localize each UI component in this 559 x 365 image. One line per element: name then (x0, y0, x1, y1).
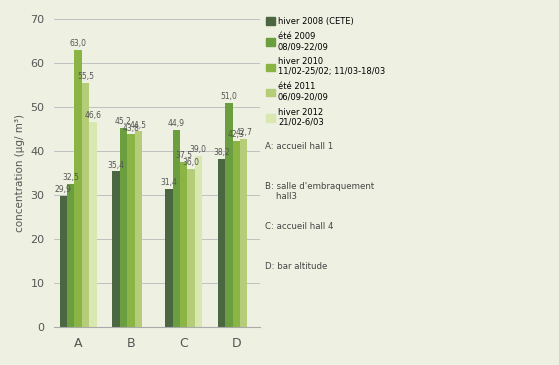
Text: 43,8: 43,8 (122, 124, 139, 132)
Text: 31,4: 31,4 (160, 178, 177, 187)
Bar (218, 159, 225, 327)
Text: 32,5: 32,5 (62, 173, 79, 182)
Bar (120, 128, 127, 327)
Text: A: accueil hall 1: A: accueil hall 1 (265, 142, 333, 151)
Text: 39,0: 39,0 (190, 145, 207, 154)
Bar (89, 122, 97, 327)
Bar (233, 141, 240, 327)
Text: 44,9: 44,9 (168, 119, 184, 128)
Bar (173, 130, 180, 327)
Bar (82, 83, 89, 327)
Bar (112, 172, 120, 327)
Text: 55,5: 55,5 (77, 72, 94, 81)
Bar (165, 189, 173, 327)
Text: 44,5: 44,5 (130, 120, 147, 130)
Bar (225, 103, 233, 327)
Text: 46,6: 46,6 (84, 111, 101, 120)
Bar (74, 50, 82, 327)
Text: 29,9: 29,9 (55, 185, 72, 194)
Y-axis label: concentration (µg/ m³): concentration (µg/ m³) (15, 114, 25, 232)
Bar (187, 169, 195, 327)
Bar (67, 184, 74, 327)
Text: 37,5: 37,5 (175, 151, 192, 160)
Legend: hiver 2008 (CETE), été 2009
08/09-22/09, hiver 2010
11/02-25/02; 11/03-18/03, ét: hiver 2008 (CETE), été 2009 08/09-22/09,… (266, 17, 385, 127)
Bar (135, 131, 142, 327)
Bar (180, 162, 187, 327)
Text: C: accueil hall 4: C: accueil hall 4 (265, 222, 334, 231)
Text: B: salle d'embraquement
    hall3: B: salle d'embraquement hall3 (265, 182, 375, 201)
Text: 63,0: 63,0 (70, 39, 87, 48)
Text: 51,0: 51,0 (220, 92, 238, 101)
Bar (195, 155, 202, 327)
Text: 42,3: 42,3 (228, 130, 245, 139)
Bar (127, 134, 135, 327)
Text: 38,2: 38,2 (213, 148, 230, 157)
Text: 36,0: 36,0 (182, 158, 200, 167)
Text: 35,4: 35,4 (107, 161, 125, 170)
Text: D: bar altitude: D: bar altitude (265, 262, 328, 272)
Text: 45,2: 45,2 (115, 118, 132, 126)
Bar (60, 196, 67, 327)
Bar (240, 139, 248, 327)
Text: 42,7: 42,7 (235, 128, 252, 138)
